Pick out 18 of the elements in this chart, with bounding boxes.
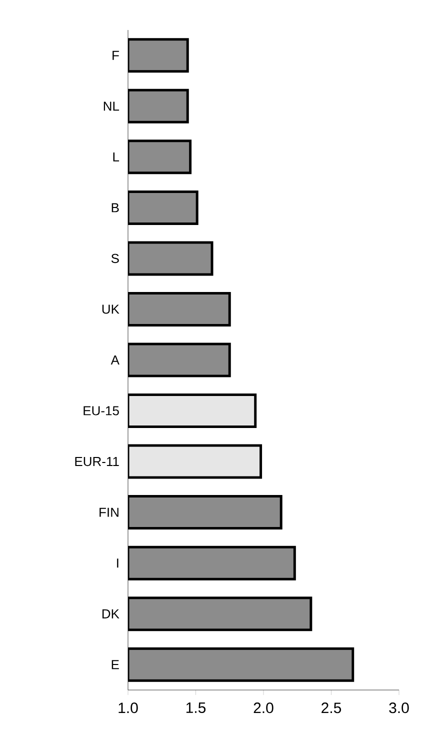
x-tick-label: 3.0 [389, 702, 409, 714]
y-tick-label: B [112, 203, 119, 212]
y-tick-label: F [112, 50, 119, 60]
y-tick-label: DK [102, 609, 120, 618]
y-tick-label: FIN [100, 508, 118, 517]
y-tick-label: EU-15 [84, 406, 119, 416]
y-tick-label: S [111, 254, 119, 264]
y-tick-label: A [110, 356, 120, 364]
x-tick-label: 1.0 [118, 702, 138, 714]
y-tick-label: EUR-11 [75, 457, 119, 466]
y-tick-label: I [117, 558, 118, 568]
y-tick-label: UK [102, 304, 120, 314]
x-tick-label: 1.5 [186, 702, 206, 713]
y-tick-label: L [113, 152, 120, 162]
y-tick-label: E [112, 660, 119, 670]
x-tick-label: 2.0 [254, 702, 274, 714]
y-tick-label: NL [104, 102, 120, 111]
x-tick-label: 2.5 [322, 702, 342, 714]
